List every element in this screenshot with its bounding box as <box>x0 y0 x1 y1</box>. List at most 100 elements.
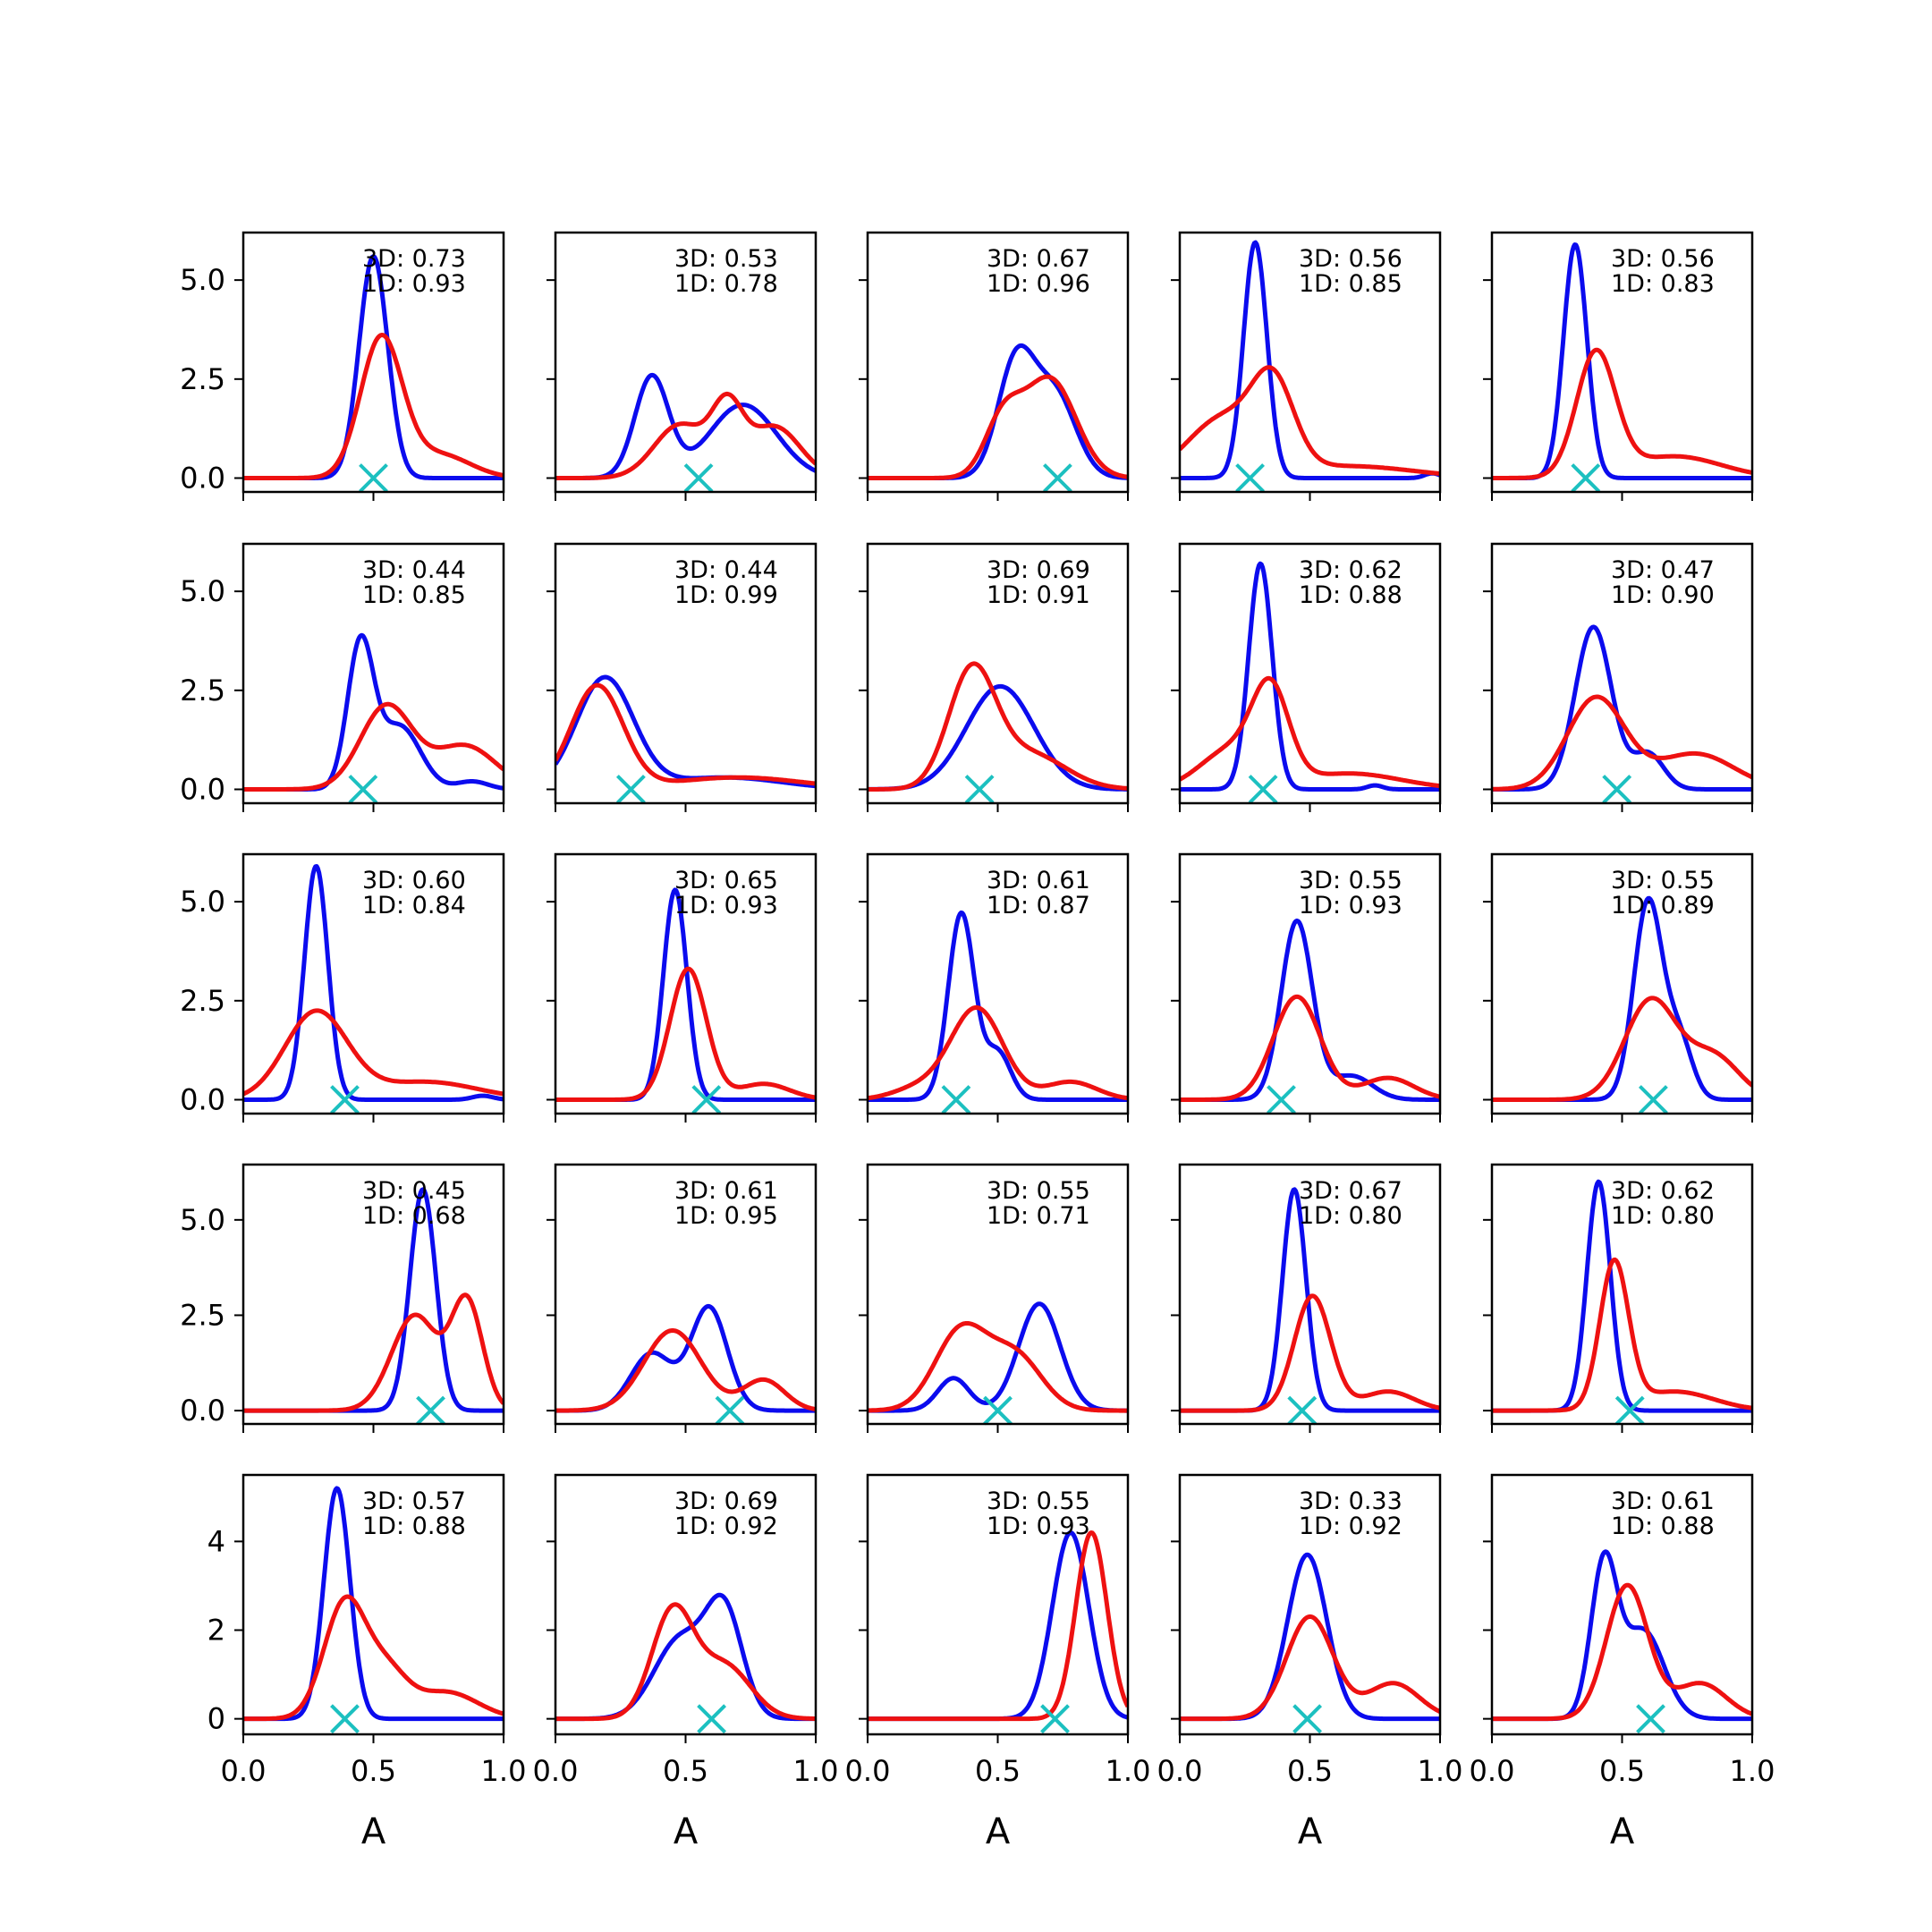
red-density-line <box>1492 996 1752 1102</box>
score-3d-label: 3D: 0.61 <box>987 867 1090 894</box>
score-3d-label: 3D: 0.45 <box>362 1177 466 1205</box>
true-value-marker <box>941 1085 971 1114</box>
score-1d-label: 1D: 0.85 <box>362 581 466 609</box>
score-3d-label: 3D: 0.60 <box>362 867 466 894</box>
true-value-marker <box>348 775 378 804</box>
red-density-line <box>868 1004 1128 1101</box>
red-density-line <box>555 1328 816 1413</box>
score-3d-label: 3D: 0.61 <box>1611 1487 1715 1515</box>
red-density-line <box>1180 675 1440 789</box>
true-value-marker <box>1040 1704 1070 1734</box>
y-tick-label: 5.0 <box>180 885 225 919</box>
score-3d-label: 3D: 0.56 <box>1299 245 1402 273</box>
blue-density-line <box>1180 1552 1440 1722</box>
red-density-line <box>868 661 1128 792</box>
score-3d-label: 3D: 0.69 <box>987 556 1090 584</box>
score-1d-label: 1D: 0.80 <box>1299 1202 1402 1230</box>
true-value-marker <box>330 1085 360 1114</box>
score-3d-label: 3D: 0.65 <box>674 867 778 894</box>
red-density-line <box>1180 994 1440 1102</box>
score-1d-label: 1D: 0.90 <box>1611 581 1715 609</box>
score-3d-label: 3D: 0.67 <box>987 245 1090 273</box>
true-value-marker <box>1571 463 1601 493</box>
red-density-line <box>243 1594 504 1722</box>
true-value-marker <box>1267 1085 1296 1114</box>
x-axis-label: A <box>986 1811 1011 1852</box>
blue-density-line <box>868 1530 1128 1722</box>
score-3d-label: 3D: 0.55 <box>1299 867 1402 894</box>
y-tick-label: 2.5 <box>180 1298 225 1332</box>
score-1d-label: 1D: 0.83 <box>1611 270 1715 298</box>
score-1d-label: 1D: 0.93 <box>987 1513 1090 1540</box>
true-value-marker <box>1292 1704 1323 1734</box>
score-3d-label: 3D: 0.57 <box>362 1487 466 1515</box>
y-tick-label: 5.0 <box>180 574 225 608</box>
red-density-line <box>243 701 504 792</box>
x-axis-label: A <box>361 1811 386 1852</box>
true-value-marker <box>1043 463 1072 493</box>
score-1d-label: 1D: 0.80 <box>1611 1202 1715 1230</box>
score-1d-label: 1D: 0.99 <box>674 581 778 609</box>
y-tick-label: 2.5 <box>180 984 225 1018</box>
score-1d-label: 1D: 0.84 <box>362 892 466 919</box>
true-value-marker <box>691 1085 722 1114</box>
y-tick-label: 0.0 <box>180 1394 225 1428</box>
red-density-line <box>868 374 1128 480</box>
y-tick-label: 4 <box>208 1524 225 1558</box>
x-tick-label: 0.0 <box>533 1754 579 1788</box>
red-density-line <box>555 966 816 1102</box>
true-value-marker <box>1614 1395 1645 1426</box>
x-tick-label: 0.0 <box>1470 1754 1515 1788</box>
true-value-marker <box>1602 775 1632 804</box>
y-tick-label: 2.5 <box>180 362 225 396</box>
true-value-marker <box>1248 775 1278 804</box>
score-1d-label: 1D: 0.78 <box>674 270 778 298</box>
score-1d-label: 1D: 0.88 <box>362 1513 466 1540</box>
x-tick-label: 1.0 <box>1418 1754 1463 1788</box>
x-tick-label: 0.0 <box>1157 1754 1203 1788</box>
score-1d-label: 1D: 0.93 <box>362 270 466 298</box>
red-density-line <box>1180 1614 1440 1722</box>
true-value-marker <box>715 1395 745 1426</box>
blue-density-line <box>1180 561 1440 792</box>
x-axis-label: A <box>1610 1811 1635 1852</box>
score-3d-label: 3D: 0.55 <box>987 1177 1090 1205</box>
x-tick-label: 0.5 <box>975 1754 1021 1788</box>
score-1d-label: 1D: 0.88 <box>1299 581 1402 609</box>
red-density-line <box>555 1602 816 1722</box>
x-tick-label: 0.5 <box>1287 1754 1333 1788</box>
y-tick-label: 0.0 <box>180 462 225 496</box>
y-tick-label: 5.0 <box>180 263 225 297</box>
true-value-marker <box>1639 1085 1668 1114</box>
score-1d-label: 1D: 0.71 <box>987 1202 1090 1230</box>
true-value-marker <box>330 1704 360 1734</box>
score-3d-label: 3D: 0.33 <box>1299 1487 1402 1515</box>
score-1d-label: 1D: 0.88 <box>1611 1513 1715 1540</box>
score-1d-label: 1D: 0.87 <box>987 892 1090 919</box>
score-3d-label: 3D: 0.67 <box>1299 1177 1402 1205</box>
score-3d-label: 3D: 0.56 <box>1611 245 1715 273</box>
true-value-marker <box>683 463 714 493</box>
blue-density-line <box>243 864 504 1102</box>
score-3d-label: 3D: 0.69 <box>674 1487 778 1515</box>
red-density-line <box>243 1292 504 1413</box>
true-value-marker <box>1235 463 1265 493</box>
